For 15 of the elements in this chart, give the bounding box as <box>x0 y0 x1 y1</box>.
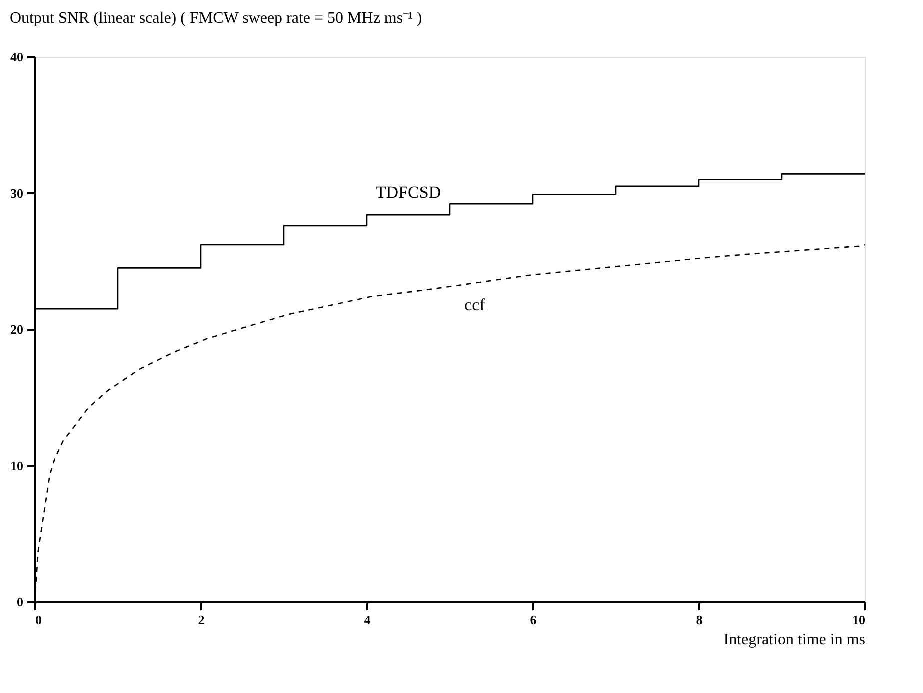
y-tick-label: 10 <box>10 458 24 474</box>
chart-title: Output SNR (linear scale) ( FMCW sweep rate = 50 MHz ms⁻¹ ) <box>10 10 422 27</box>
x-tick-label: 6 <box>530 612 538 628</box>
y-tick-label: 0 <box>17 594 24 610</box>
y-tick-label: 40 <box>10 50 24 64</box>
x-tick-label: 8 <box>696 612 704 628</box>
series-label: ccf <box>464 295 486 314</box>
y-tick-label: 20 <box>10 322 24 337</box>
x-tick-label: 2 <box>198 612 205 628</box>
y-tick-label: 30 <box>10 186 24 201</box>
x-tick-label: 10 <box>852 612 866 628</box>
series-label: TDFCSD <box>376 183 442 202</box>
x-tick-label: 4 <box>364 612 372 628</box>
x-axis-title: Integration time in ms <box>724 632 866 648</box>
x-tick-label: 0 <box>36 612 42 628</box>
